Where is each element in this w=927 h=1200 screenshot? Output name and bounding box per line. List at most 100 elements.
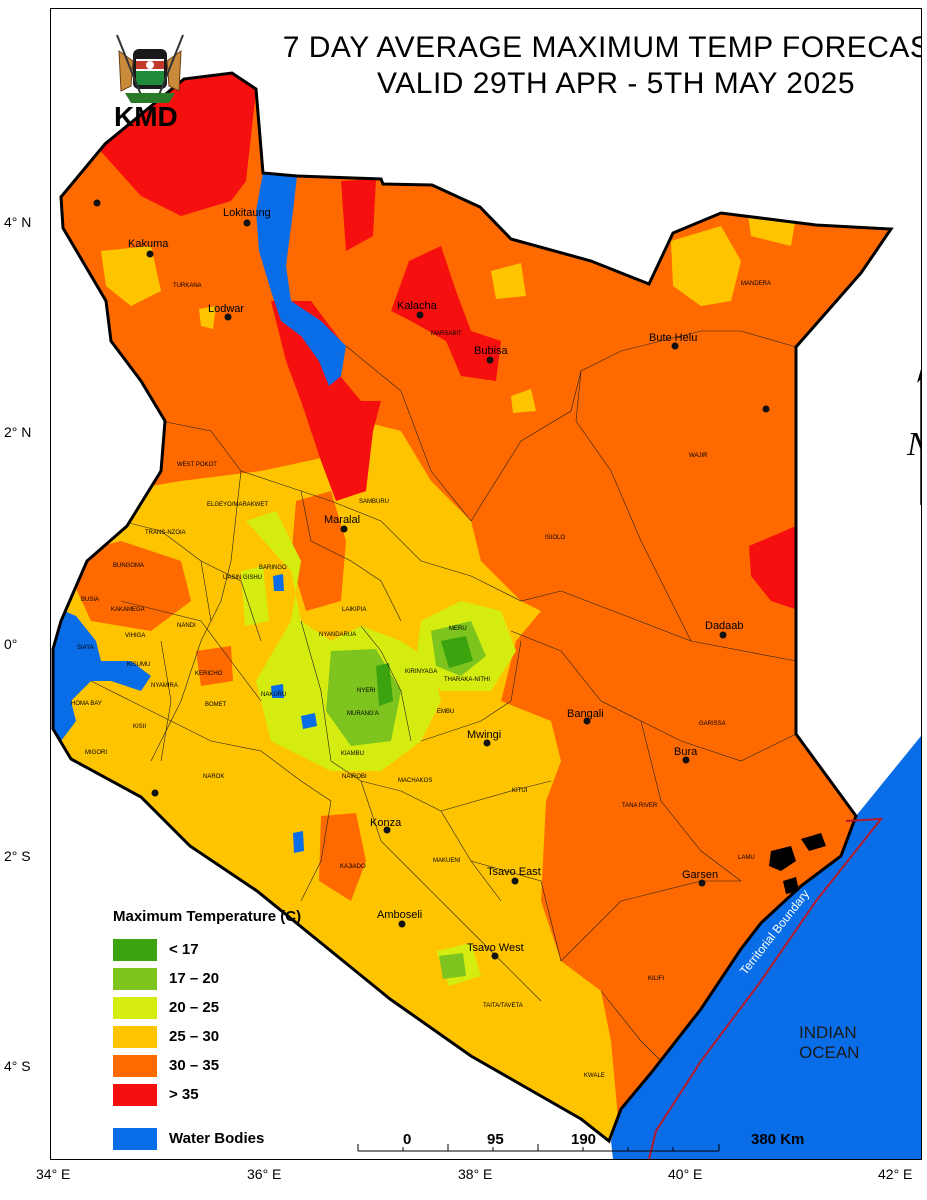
legend-swatch	[113, 968, 157, 990]
town-label: Bura	[674, 746, 698, 758]
legend-swatch	[113, 1128, 157, 1150]
town-dot	[416, 311, 424, 319]
county-label: GARISSA	[699, 721, 726, 727]
county-label: NANDI	[177, 623, 196, 629]
town-dot	[340, 525, 348, 533]
town-label: Kalacha	[397, 300, 438, 312]
logo-text: KMD	[114, 101, 178, 132]
town-dot	[146, 250, 154, 258]
legend-swatch	[113, 1026, 157, 1048]
county-label: NYERI	[357, 688, 376, 694]
county-label: MIGORI	[85, 750, 107, 756]
legend-label: 20 – 25	[169, 999, 220, 1016]
county-label: VIHIGA	[125, 633, 145, 639]
county-label: HOMA BAY	[71, 701, 102, 707]
north-arrow-icon: N	[906, 369, 921, 505]
kenya-border	[51, 71, 894, 1144]
scale-label-380: 380 Km	[751, 1131, 805, 1148]
town-dot	[719, 631, 727, 639]
town-dot	[151, 789, 159, 797]
lon-label-40e: 40° E	[668, 1166, 703, 1182]
town-label: Tsavo East	[487, 866, 541, 878]
legend-label: > 35	[169, 1086, 199, 1103]
county-label: TANA RIVER	[622, 803, 658, 809]
county-label: WAJIR	[689, 453, 708, 459]
town-dot	[583, 717, 591, 725]
county-label: MACHAKOS	[398, 778, 432, 784]
lon-label-34e: 34° E	[36, 1166, 71, 1182]
town-dot	[224, 313, 232, 321]
county-label: KERICHO	[195, 671, 223, 677]
lat-label-2s: 2° S	[4, 848, 31, 864]
town-label: Maralal	[324, 514, 360, 526]
town-label: Lokitaung	[223, 207, 271, 219]
town-dot	[698, 879, 706, 887]
town-label: Garsen	[682, 869, 718, 881]
scale-bar	[357, 1144, 720, 1152]
county-label: MURANG'A	[347, 711, 379, 717]
county-label: KIRINYAGA	[405, 669, 437, 675]
county-label: KAKAMEGA	[111, 607, 145, 613]
county-label: MANDERA	[741, 281, 771, 287]
lamu-archipelago	[769, 833, 826, 894]
county-label: NAROK	[203, 774, 224, 780]
county-label: TAITA/TAVETA	[483, 1003, 523, 1009]
legend-label: Water Bodies	[169, 1130, 265, 1147]
county-label: MARSABIT	[431, 331, 462, 337]
town-dot	[93, 199, 101, 207]
county-label: UASIN GISHU	[223, 575, 262, 581]
county-label: BUNGOMA	[113, 563, 144, 569]
kenya-temperature-map: Lokitaung Kakuma Lodwar Kalacha Bubisa Bute H…	[51, 71, 921, 1159]
county-label: TRANS-NZOIA	[145, 530, 186, 536]
legend-swatch	[113, 939, 157, 961]
legend-label: 30 – 35	[169, 1057, 220, 1074]
town-label: Dadaab	[705, 620, 744, 632]
county-label: LAMU	[738, 855, 755, 861]
legend-swatch	[113, 1084, 157, 1106]
scale-label-190: 190	[571, 1131, 597, 1148]
lat-label-2n: 2° N	[4, 424, 32, 440]
county-label: THARAKA-NITHI	[444, 677, 490, 683]
town-label: Konza	[370, 817, 402, 829]
county-label: NYAMIRA	[151, 683, 178, 689]
town-dot	[483, 739, 491, 747]
town-dot	[671, 342, 679, 350]
county-label: BUSIA	[81, 597, 99, 603]
town-dot	[486, 356, 494, 364]
legend-label: 25 – 30	[169, 1028, 220, 1045]
county-labels: TURKANA MARSABIT MANDERA WAJIR WEST POKOT SAM…	[71, 281, 771, 1079]
lon-label-38e: 38° E	[458, 1166, 493, 1182]
county-label: KITUI	[512, 788, 528, 794]
lat-label-4s: 4° S	[4, 1058, 31, 1074]
lon-label-42e: 42° E	[878, 1166, 913, 1182]
town-dot	[243, 219, 251, 227]
county-label: ISIOLO	[545, 535, 565, 541]
town-label: Bangali	[567, 708, 604, 720]
lat-label-0: 0°	[4, 636, 18, 652]
legend-title: Maximum Temperature (C)	[113, 908, 302, 925]
county-label: NAIROBI	[342, 774, 367, 780]
legend-swatch	[113, 1055, 157, 1077]
county-label: EMBU	[437, 709, 454, 715]
county-label: NYANDARUA	[319, 632, 356, 638]
town-dot	[511, 877, 519, 885]
county-label: BOMET	[205, 702, 227, 708]
scale-label-0: 0	[403, 1131, 412, 1148]
county-label: NAKURU	[261, 692, 286, 698]
town-dot	[762, 405, 770, 413]
kenya-coat-of-arms-icon	[116, 34, 184, 103]
county-label: MAKUENI	[433, 858, 461, 864]
ocean-label: INDIAN OCEAN	[799, 1023, 860, 1062]
town-dot	[682, 756, 690, 764]
county-label: ELGEYO/MARAKWET	[207, 502, 268, 508]
town-label: Amboseli	[377, 909, 422, 921]
county-label: KWALE	[584, 1073, 605, 1079]
town-label: Bute Helu	[649, 332, 697, 344]
legend-label: 17 – 20	[169, 970, 220, 987]
indian-ocean	[611, 736, 921, 1159]
town-label: Tsavo West	[467, 942, 524, 954]
legend-swatch	[113, 997, 157, 1019]
legend-label: < 17	[169, 941, 199, 958]
map-title-line2: VALID 29TH APR - 5TH MAY 2025	[376, 67, 856, 100]
county-label: KIAMBU	[341, 751, 364, 757]
